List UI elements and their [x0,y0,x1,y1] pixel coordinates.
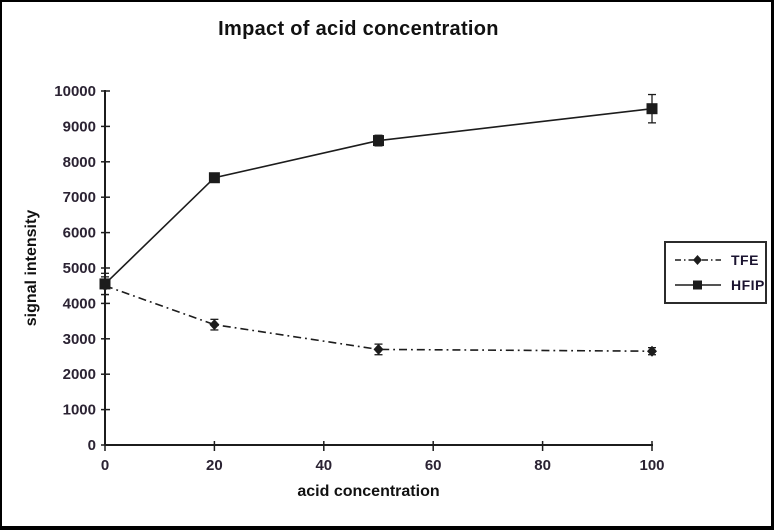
x-tick-label: 20 [206,457,223,474]
legend: TFE HFIP [664,241,767,304]
legend-label-tfe: TFE [731,252,759,268]
marker-square-hfip [373,135,384,147]
y-tick-label: 6000 [63,225,96,242]
x-tick-label: 80 [534,457,551,474]
series-line-hfip [104,107,653,285]
x-axis-label: acid concentration [297,483,440,500]
legend-marker-square [693,280,702,290]
y-tick-label: 10000 [54,83,96,100]
marker-square-hfip [99,278,111,290]
series-line-tfe [104,284,653,352]
legend-sample-tfe [675,255,721,265]
y-tick-label: 1000 [63,402,96,419]
legend-item-hfip: HFIP [673,277,765,293]
x-tick-label: 0 [101,457,109,474]
marker-diamond-tfe [373,343,384,355]
chart-title: Impact of acid concentration [218,18,499,40]
y-tick-label: 9000 [63,118,96,135]
legend-marker-diamond [693,255,702,265]
y-tick-label: 5000 [63,260,96,277]
y-tick-label: 7000 [63,189,96,206]
legend-item-tfe: TFE [673,252,765,268]
x-tick-label: 40 [315,457,332,474]
y-tick-label: 4000 [63,295,96,312]
marker-diamond-tfe [209,319,220,331]
y-tick-label: 8000 [63,154,96,171]
x-tick-label: 60 [425,457,442,474]
y-tick-label: 0 [88,437,96,454]
x-tick-label: 100 [639,457,664,474]
y-tick-label: 2000 [63,366,96,383]
legend-label-hfip: HFIP [731,277,765,293]
y-tick-label: 3000 [63,331,96,348]
marker-diamond-tfe [647,345,657,357]
marker-square-hfip [208,172,220,184]
legend-sample-hfip [675,280,721,290]
marker-square-hfip [646,103,658,115]
